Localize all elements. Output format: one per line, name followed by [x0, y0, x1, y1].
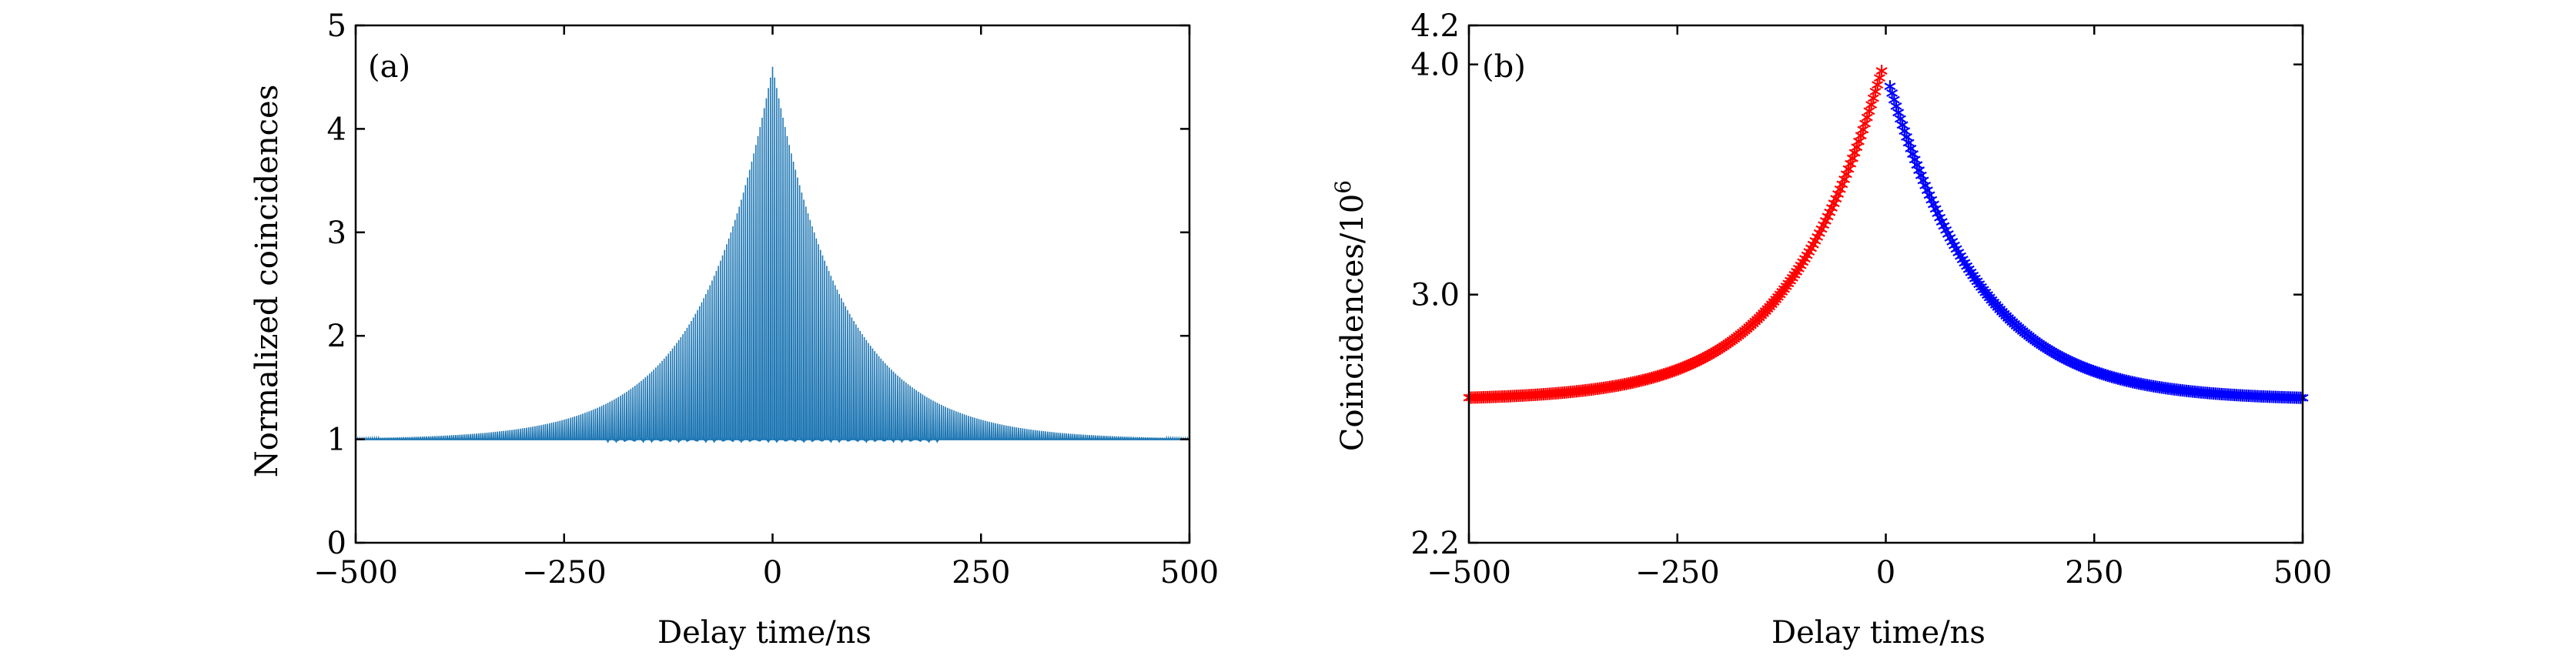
panel-b-point-red — [1873, 72, 1885, 85]
panel-a-xtick-label: −250 — [522, 555, 607, 590]
panel-b-point-blue — [2294, 391, 2307, 404]
panel-b-plot-area — [1463, 65, 2309, 404]
panel-a-plot-area — [354, 66, 1191, 444]
panel-b-point-red — [1815, 222, 1828, 236]
panel-b-point-red — [1863, 105, 1875, 118]
panel-a-series-line — [354, 66, 1191, 444]
panel-a-axes: −500 −250 0 250 500 0 1 2 3 4 5 — [313, 8, 1219, 590]
panel-b-ytick-label: 4.0 — [1410, 48, 1460, 83]
panel-b-xlabel: Delay time/ns — [1771, 615, 1986, 651]
panel-b-ytick-label: 2.2 — [1410, 526, 1460, 561]
panel-b-point-blue — [1932, 207, 1944, 220]
panel-a-xtick-label: 250 — [952, 555, 1010, 590]
panel-a-ytick-label: 3 — [327, 216, 346, 251]
panel-b: −500 −250 0 250 500 2.2 3.0 4.0 4.2 (b) Delay ti… — [1330, 8, 2332, 651]
panel-a-ytick-label: 1 — [327, 423, 346, 458]
panel-b-point-red — [1865, 99, 1878, 112]
panel-a-ytick-label: 4 — [327, 112, 346, 147]
panel-a-label: (a) — [368, 49, 410, 85]
panel-b-label: (b) — [1482, 49, 1526, 85]
panel-a-ylabel: Normalized coincidences — [249, 85, 285, 478]
panel-b-point-blue — [1886, 86, 1899, 99]
panel-a-xtick-label: −500 — [313, 555, 398, 590]
panel-b-xtick-label: 0 — [1876, 555, 1895, 590]
panel-a-ytick-label: 0 — [327, 526, 346, 561]
panel-b-ylabel: Coincidences/106 — [1330, 180, 1370, 451]
panel-b-ytick-label: 3.0 — [1410, 278, 1460, 313]
panel-b-ylabel-main: Coincidences/10 — [1335, 194, 1370, 451]
panel-a-ytick-label: 2 — [327, 319, 346, 354]
panel-b-frame — [1467, 24, 2304, 544]
panel-a-ytick-label: 5 — [327, 8, 346, 44]
panel-b-point-blue — [1888, 93, 1900, 106]
panel-b-point-red — [1861, 111, 1873, 124]
panel-a-xtick-label: 500 — [1160, 555, 1219, 590]
panel-b-point-red — [1875, 65, 1888, 78]
panel-b-point-blue — [1884, 80, 1896, 93]
panel-b-point-red — [1819, 214, 1832, 227]
panel-b-ylabel-sup: 6 — [1330, 180, 1356, 194]
panel-b-xtick-label: 500 — [2273, 555, 2332, 590]
panel-b-point-red — [1869, 85, 1882, 98]
panel-b-xtick-label: 250 — [2065, 555, 2123, 590]
panel-b-point-blue — [1890, 99, 1902, 112]
panel-b-xtick-label: −500 — [1427, 555, 1511, 590]
panel-b-axes: −500 −250 0 250 500 2.2 3.0 4.0 4.2 — [1410, 8, 2332, 590]
panel-a-xlabel: Delay time/ns — [657, 615, 871, 651]
panel-b-point-blue — [1934, 211, 1946, 224]
panel-a-xtick-label: 0 — [763, 555, 782, 590]
panel-b-point-red — [1818, 219, 1830, 232]
panel-b-xtick-label: −250 — [1635, 555, 1720, 590]
panel-b-point-red — [1867, 92, 1879, 105]
panel-b-ytick-label: 4.2 — [1410, 8, 1460, 44]
panel-b-point-red — [1872, 79, 1884, 92]
